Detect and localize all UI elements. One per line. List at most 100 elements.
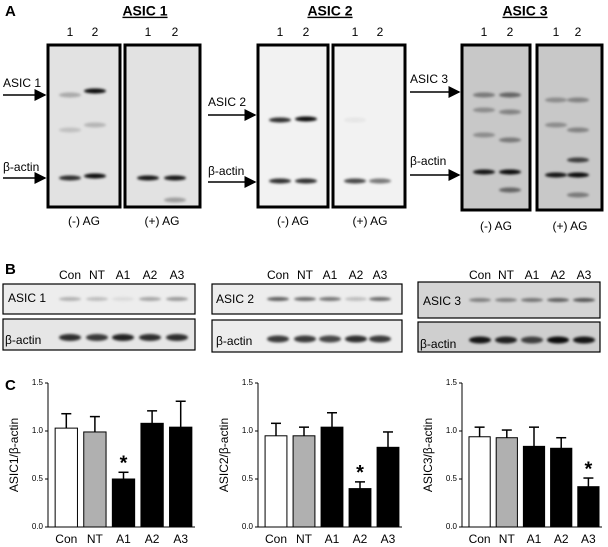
control-label: β-actin (3, 160, 39, 174)
lane-label: Con (59, 268, 81, 282)
blot-band (499, 187, 521, 193)
significance-mark: * (356, 462, 364, 484)
y-tick-label: 1.0 (446, 426, 458, 435)
blot (331, 43, 407, 209)
blot (535, 43, 604, 212)
lane-label: NT (89, 268, 106, 282)
y-tick-label: 0.5 (446, 474, 458, 483)
blot-band (164, 175, 186, 181)
panel-label: B (5, 261, 16, 278)
bar (83, 431, 107, 528)
y-tick-label: 1.5 (446, 378, 458, 387)
y-tick-label: 1.5 (32, 378, 44, 387)
row-label: ASIC 2 (216, 292, 254, 306)
blot-band (567, 97, 589, 103)
x-tick-label: A1 (325, 532, 340, 546)
lane-label: Con (469, 268, 491, 282)
blot-band (59, 175, 81, 181)
blot-title: ASIC 3 (502, 3, 547, 19)
lane-label: A3 (170, 268, 185, 282)
bar (348, 488, 372, 528)
target-label: ASIC 2 (208, 95, 246, 109)
bar (54, 427, 78, 528)
lane-label: 1 (277, 25, 284, 39)
x-tick-label: NT (296, 532, 313, 546)
bar (264, 435, 288, 528)
condition-label: (-) AG (480, 219, 512, 233)
blot (256, 43, 330, 209)
bar (522, 445, 546, 528)
blot-band (345, 335, 367, 343)
blot-band (267, 335, 289, 343)
significance-mark: * (120, 453, 128, 475)
blot (123, 43, 202, 209)
panel-label: A (5, 3, 16, 20)
blot-band (567, 172, 589, 178)
blot-band (345, 297, 367, 301)
blot-band (495, 336, 517, 344)
y-axis-label: ASIC3/β-actin (421, 418, 435, 492)
lane-label: 2 (507, 25, 514, 39)
row-label: β-actin (5, 333, 41, 347)
y-tick-label: 1.5 (242, 378, 254, 387)
blot-band (84, 88, 106, 94)
blot-band (59, 334, 81, 341)
blot-band (344, 117, 366, 123)
blot-band (369, 335, 391, 343)
blot-band (495, 298, 517, 302)
blot-band (166, 297, 188, 301)
bar (577, 486, 600, 528)
blot-band (112, 334, 134, 341)
bar (320, 426, 344, 528)
lane-label: A2 (143, 268, 158, 282)
blot-band (86, 297, 108, 301)
lane-label: 1 (352, 25, 359, 39)
blot-band (59, 297, 81, 301)
blot-band (547, 298, 569, 302)
x-tick-label: A3 (381, 532, 396, 546)
y-tick-label: 0.0 (242, 522, 254, 531)
blot-band (164, 197, 186, 203)
blot-band (59, 127, 81, 133)
condition-label: (+) AG (352, 214, 387, 228)
y-axis-label: ASIC2/β-actin (217, 418, 231, 492)
bar (550, 447, 573, 528)
blot (2, 283, 196, 315)
bar (140, 422, 164, 528)
lane-label: 2 (377, 25, 384, 39)
blot (460, 43, 532, 212)
x-tick-label: A1 (116, 532, 131, 546)
blot-band (269, 117, 291, 123)
bar (111, 478, 136, 528)
lane-label: 1 (145, 25, 152, 39)
blot-band (521, 336, 543, 344)
lane-label: A3 (373, 268, 388, 282)
blot (46, 43, 122, 209)
x-tick-label: NT (499, 532, 516, 546)
condition-label: (+) AG (144, 214, 179, 228)
blot-band (521, 298, 543, 302)
blot-band (567, 192, 589, 198)
target-label: ASIC 1 (3, 76, 41, 90)
blot-band (369, 297, 391, 301)
blot-band (295, 116, 317, 122)
lane-label: 2 (575, 25, 582, 39)
condition-label: (-) AG (277, 214, 309, 228)
y-tick-label: 0.0 (446, 522, 458, 531)
y-tick-label: 0.0 (32, 522, 44, 531)
lane-label: Con (267, 268, 289, 282)
blot-band (545, 97, 567, 103)
blot-band (319, 297, 341, 301)
blot-band (573, 298, 595, 302)
blot-band (545, 122, 567, 128)
blot-band (499, 92, 521, 98)
x-tick-label: A3 (581, 532, 596, 546)
control-label: β-actin (208, 164, 244, 178)
blot-band (567, 157, 589, 163)
blot-band (473, 92, 495, 98)
bar (169, 426, 193, 528)
blot-band (545, 172, 567, 178)
blot-band (499, 109, 521, 115)
blot-title: ASIC 1 (122, 3, 167, 19)
row-label: β-actin (216, 334, 252, 348)
